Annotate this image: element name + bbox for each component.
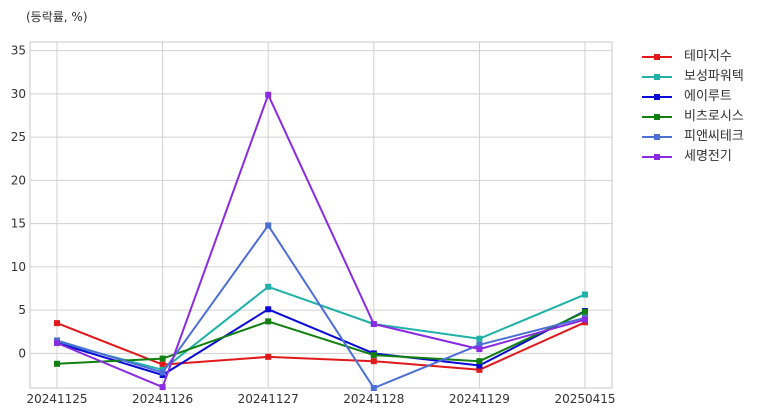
data-point [265, 91, 272, 98]
grid [30, 42, 612, 388]
data-point [476, 341, 483, 348]
series-line [56, 93, 586, 389]
legend-marker [654, 134, 660, 140]
data-point [54, 340, 60, 347]
x-tick-label: 20250415 [554, 392, 615, 406]
data-point [476, 346, 483, 353]
data-point [476, 358, 483, 365]
data-point [476, 335, 483, 342]
y-tick-label: 20 [11, 173, 26, 187]
data-point [582, 291, 588, 298]
y-tick-label: 0 [18, 346, 26, 360]
data-point [370, 358, 377, 365]
legend-label: 비츠로시스 [684, 109, 744, 124]
series-lines [54, 91, 588, 391]
y-axis-unit-label: (등락률, %) [26, 10, 88, 24]
data-point [265, 353, 272, 360]
y-tick-label: 30 [11, 87, 26, 101]
legend-marker [654, 94, 660, 100]
y-tick-label: 35 [11, 44, 26, 58]
legend-marker [654, 114, 660, 120]
series-line [56, 321, 586, 371]
x-tick-label: 20241125 [26, 392, 87, 406]
tick-labels: 0 5 10 15 20 25 30 35 20241125 20241126 20241127 20… [11, 44, 616, 406]
legend-label: 테마지수 [684, 49, 732, 64]
data-point [159, 384, 166, 391]
x-tick-label: 20241127 [238, 392, 299, 406]
legend-label: 보성파워텍 [684, 69, 744, 84]
x-tick-label: 20241128 [343, 392, 404, 406]
data-point [159, 369, 166, 376]
data-point [476, 366, 483, 373]
x-tick-label: 20241126 [132, 392, 193, 406]
data-point [159, 355, 166, 362]
data-point [54, 320, 60, 327]
data-point [370, 352, 377, 359]
series-4 [54, 308, 588, 367]
legend-label: 세명전기 [684, 149, 732, 164]
data-point [582, 308, 588, 315]
legend-label: 에이루트 [684, 89, 732, 104]
data-point [582, 316, 588, 323]
x-tick-label: 20241129 [449, 392, 510, 406]
data-point [265, 283, 272, 290]
plot-frame [29, 41, 613, 389]
legend-label: 피앤씨테크 [684, 129, 744, 144]
y-tick-label: 25 [11, 130, 26, 144]
data-point [54, 360, 60, 367]
y-tick-label: 15 [11, 217, 26, 231]
data-point [265, 318, 272, 325]
axes [29, 41, 613, 389]
data-point [265, 306, 272, 313]
series-6 [54, 91, 588, 391]
series-line [56, 310, 586, 365]
legend-marker [654, 154, 660, 160]
data-point [370, 320, 377, 327]
legend-marker [654, 54, 660, 60]
series-line [56, 224, 586, 389]
data-point [476, 362, 483, 369]
legend-marker [654, 74, 660, 80]
y-tick-label: 5 [18, 303, 26, 317]
data-point [159, 361, 166, 368]
y-tick-label: 10 [11, 260, 26, 274]
data-point [370, 385, 377, 391]
series-line [56, 308, 586, 376]
data-point [265, 222, 272, 229]
